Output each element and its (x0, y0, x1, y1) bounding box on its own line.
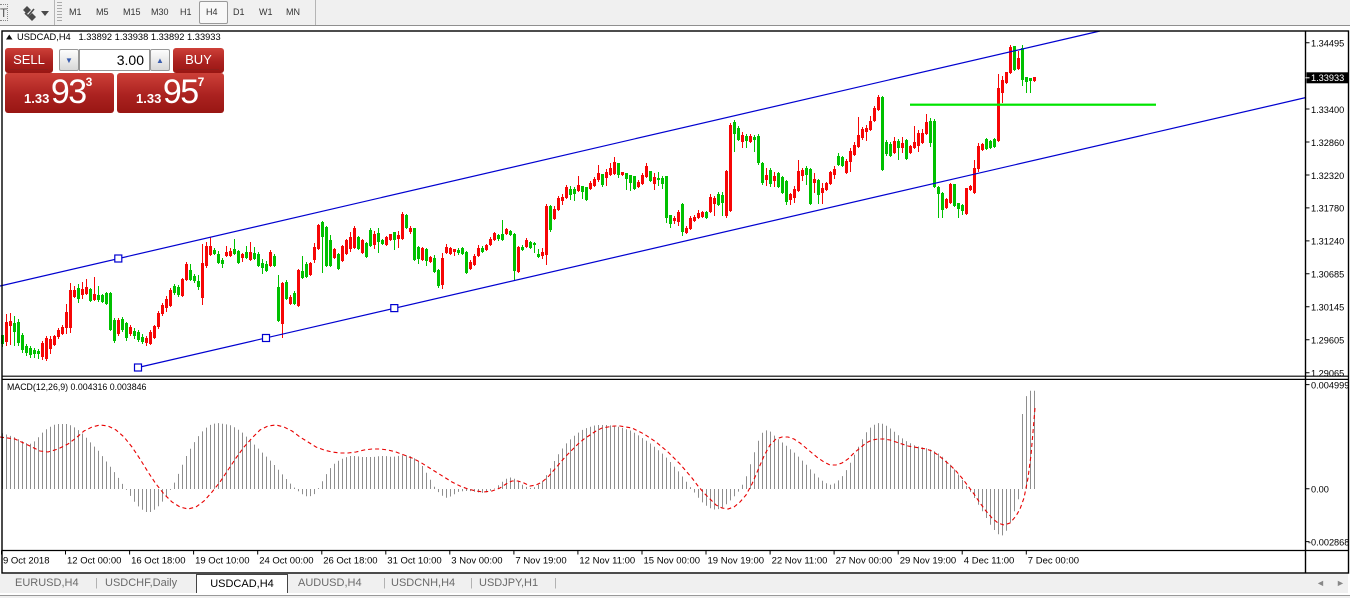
svg-text:12 Oct 00:00: 12 Oct 00:00 (67, 556, 121, 567)
svg-text:24 Oct 00:00: 24 Oct 00:00 (259, 556, 313, 567)
svg-text:3 Nov 00:00: 3 Nov 00:00 (451, 556, 502, 567)
svg-text:1.30685: 1.30685 (1311, 270, 1344, 280)
svg-text:19 Nov 19:00: 19 Nov 19:00 (708, 556, 765, 567)
svg-text:19 Oct 10:00: 19 Oct 10:00 (195, 556, 249, 567)
svg-text:1.30145: 1.30145 (1311, 303, 1344, 313)
svg-text:29 Nov 19:00: 29 Nov 19:00 (900, 556, 957, 567)
svg-text:1.32320: 1.32320 (1311, 171, 1344, 181)
svg-text:12 Nov 11:00: 12 Nov 11:00 (579, 556, 635, 567)
svg-text:USDCAD,H4 1.33892 1.33938 1.: USDCAD,H4 1.33892 1.33938 1.33892 1.3393… (17, 32, 221, 42)
svg-text:1.33933: 1.33933 (1311, 73, 1344, 83)
svg-text:0.004999: 0.004999 (1311, 380, 1349, 390)
svg-text:4 Dec 11:00: 4 Dec 11:00 (964, 556, 1015, 567)
svg-text:15 Nov 00:00: 15 Nov 00:00 (644, 556, 701, 567)
svg-text:31 Oct 10:00: 31 Oct 10:00 (387, 556, 441, 567)
svg-text:1.33400: 1.33400 (1311, 105, 1344, 115)
svg-text:0.00: 0.00 (1311, 485, 1329, 495)
svg-text:7 Nov 19:00: 7 Nov 19:00 (515, 556, 566, 567)
svg-text:16 Oct 18:00: 16 Oct 18:00 (131, 556, 185, 567)
svg-text:9 Oct 2018: 9 Oct 2018 (3, 556, 49, 567)
svg-text:26 Oct 18:00: 26 Oct 18:00 (323, 556, 377, 567)
svg-text:22 Nov 11:00: 22 Nov 11:00 (772, 556, 828, 567)
svg-text:1.34495: 1.34495 (1311, 39, 1344, 49)
svg-text:1.29065: 1.29065 (1311, 369, 1344, 379)
svg-text:MACD(12,26,9) 0.004316 0.00384: MACD(12,26,9) 0.004316 0.003846 (7, 382, 146, 392)
svg-text:27 Nov 00:00: 27 Nov 00:00 (836, 556, 893, 567)
svg-text:1.31240: 1.31240 (1311, 237, 1344, 247)
svg-text:1.32860: 1.32860 (1311, 138, 1344, 148)
svg-text:1.29605: 1.29605 (1311, 336, 1344, 346)
svg-text:-0.002868: -0.002868 (1308, 537, 1349, 547)
svg-text:7 Dec 00:00: 7 Dec 00:00 (1028, 556, 1079, 567)
svg-text:1.31780: 1.31780 (1311, 204, 1344, 214)
